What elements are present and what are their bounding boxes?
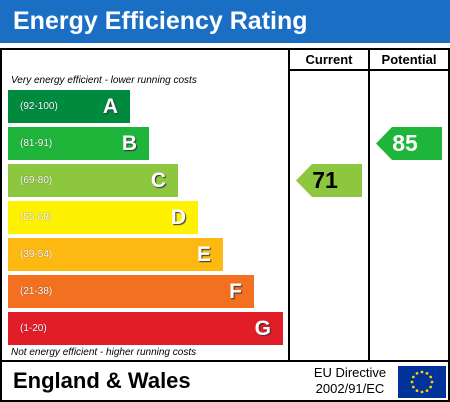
potential-rating-arrow: 85 <box>376 127 442 160</box>
note-efficient: Very energy efficient - lower running co… <box>11 75 197 86</box>
region-label: England & Wales <box>13 368 191 393</box>
band-range-label: (81-91) <box>20 138 53 149</box>
footer-divider <box>0 360 450 362</box>
flag-star <box>411 385 415 389</box>
column-header-current: Current <box>305 52 353 67</box>
current-rating-arrow: 71 <box>296 164 362 197</box>
flag-star <box>429 375 433 379</box>
page-title: Energy Efficiency Rating <box>0 0 450 43</box>
directive-line-2: 2002/91/EC <box>315 381 385 396</box>
flag-star <box>410 380 414 384</box>
band-e: (39-54) E <box>8 238 223 271</box>
band-a: (92-100) A <box>8 90 130 123</box>
column-header-potential: Potential <box>381 52 437 67</box>
band-range-label: (92-100) <box>20 101 58 112</box>
column-divider-current <box>288 48 290 362</box>
eu-directive: EU Directive 2002/91/EC <box>310 365 390 397</box>
eu-flag-icon <box>398 366 446 398</box>
note-inefficient: Not energy efficient - higher running co… <box>11 347 197 358</box>
band-letter-label: F <box>229 280 242 303</box>
band-c: (69-80) C <box>8 164 178 197</box>
rating-frame <box>0 48 450 402</box>
directive-line-1: EU Directive <box>313 365 387 380</box>
header-divider <box>288 69 450 71</box>
flag-star <box>415 371 419 375</box>
band-letter-label: D <box>170 206 186 229</box>
band-range-label: (21-38) <box>20 286 53 297</box>
flag-star <box>415 389 419 393</box>
band-range-label: (39-54) <box>20 249 53 260</box>
flag-star <box>425 389 429 393</box>
band-d: (55-68) D <box>8 201 198 234</box>
band-f: (21-38) F <box>8 275 254 308</box>
band-letter-label: B <box>121 132 137 155</box>
band-letter-label: A <box>102 95 118 118</box>
band-letter-label: G <box>254 317 271 340</box>
current-rating-arrow-value: 71 <box>312 167 338 193</box>
band-b: (81-91) B <box>8 127 149 160</box>
flag-star <box>429 385 433 389</box>
flag-star <box>420 370 424 374</box>
band-letter-label: E <box>196 243 211 266</box>
potential-rating-arrow-value: 85 <box>392 130 418 156</box>
flag-star <box>411 375 415 379</box>
flag-star <box>425 371 429 375</box>
flag-star <box>430 380 434 384</box>
band-range-label: (1-20) <box>20 323 47 334</box>
column-divider-potential <box>368 48 370 362</box>
band-letter-label: C <box>150 169 166 192</box>
flag-star <box>420 390 424 394</box>
band-range-label: (69-80) <box>20 175 53 186</box>
band-g: (1-20) G <box>8 312 283 345</box>
band-range-label: (55-68) <box>20 212 53 223</box>
